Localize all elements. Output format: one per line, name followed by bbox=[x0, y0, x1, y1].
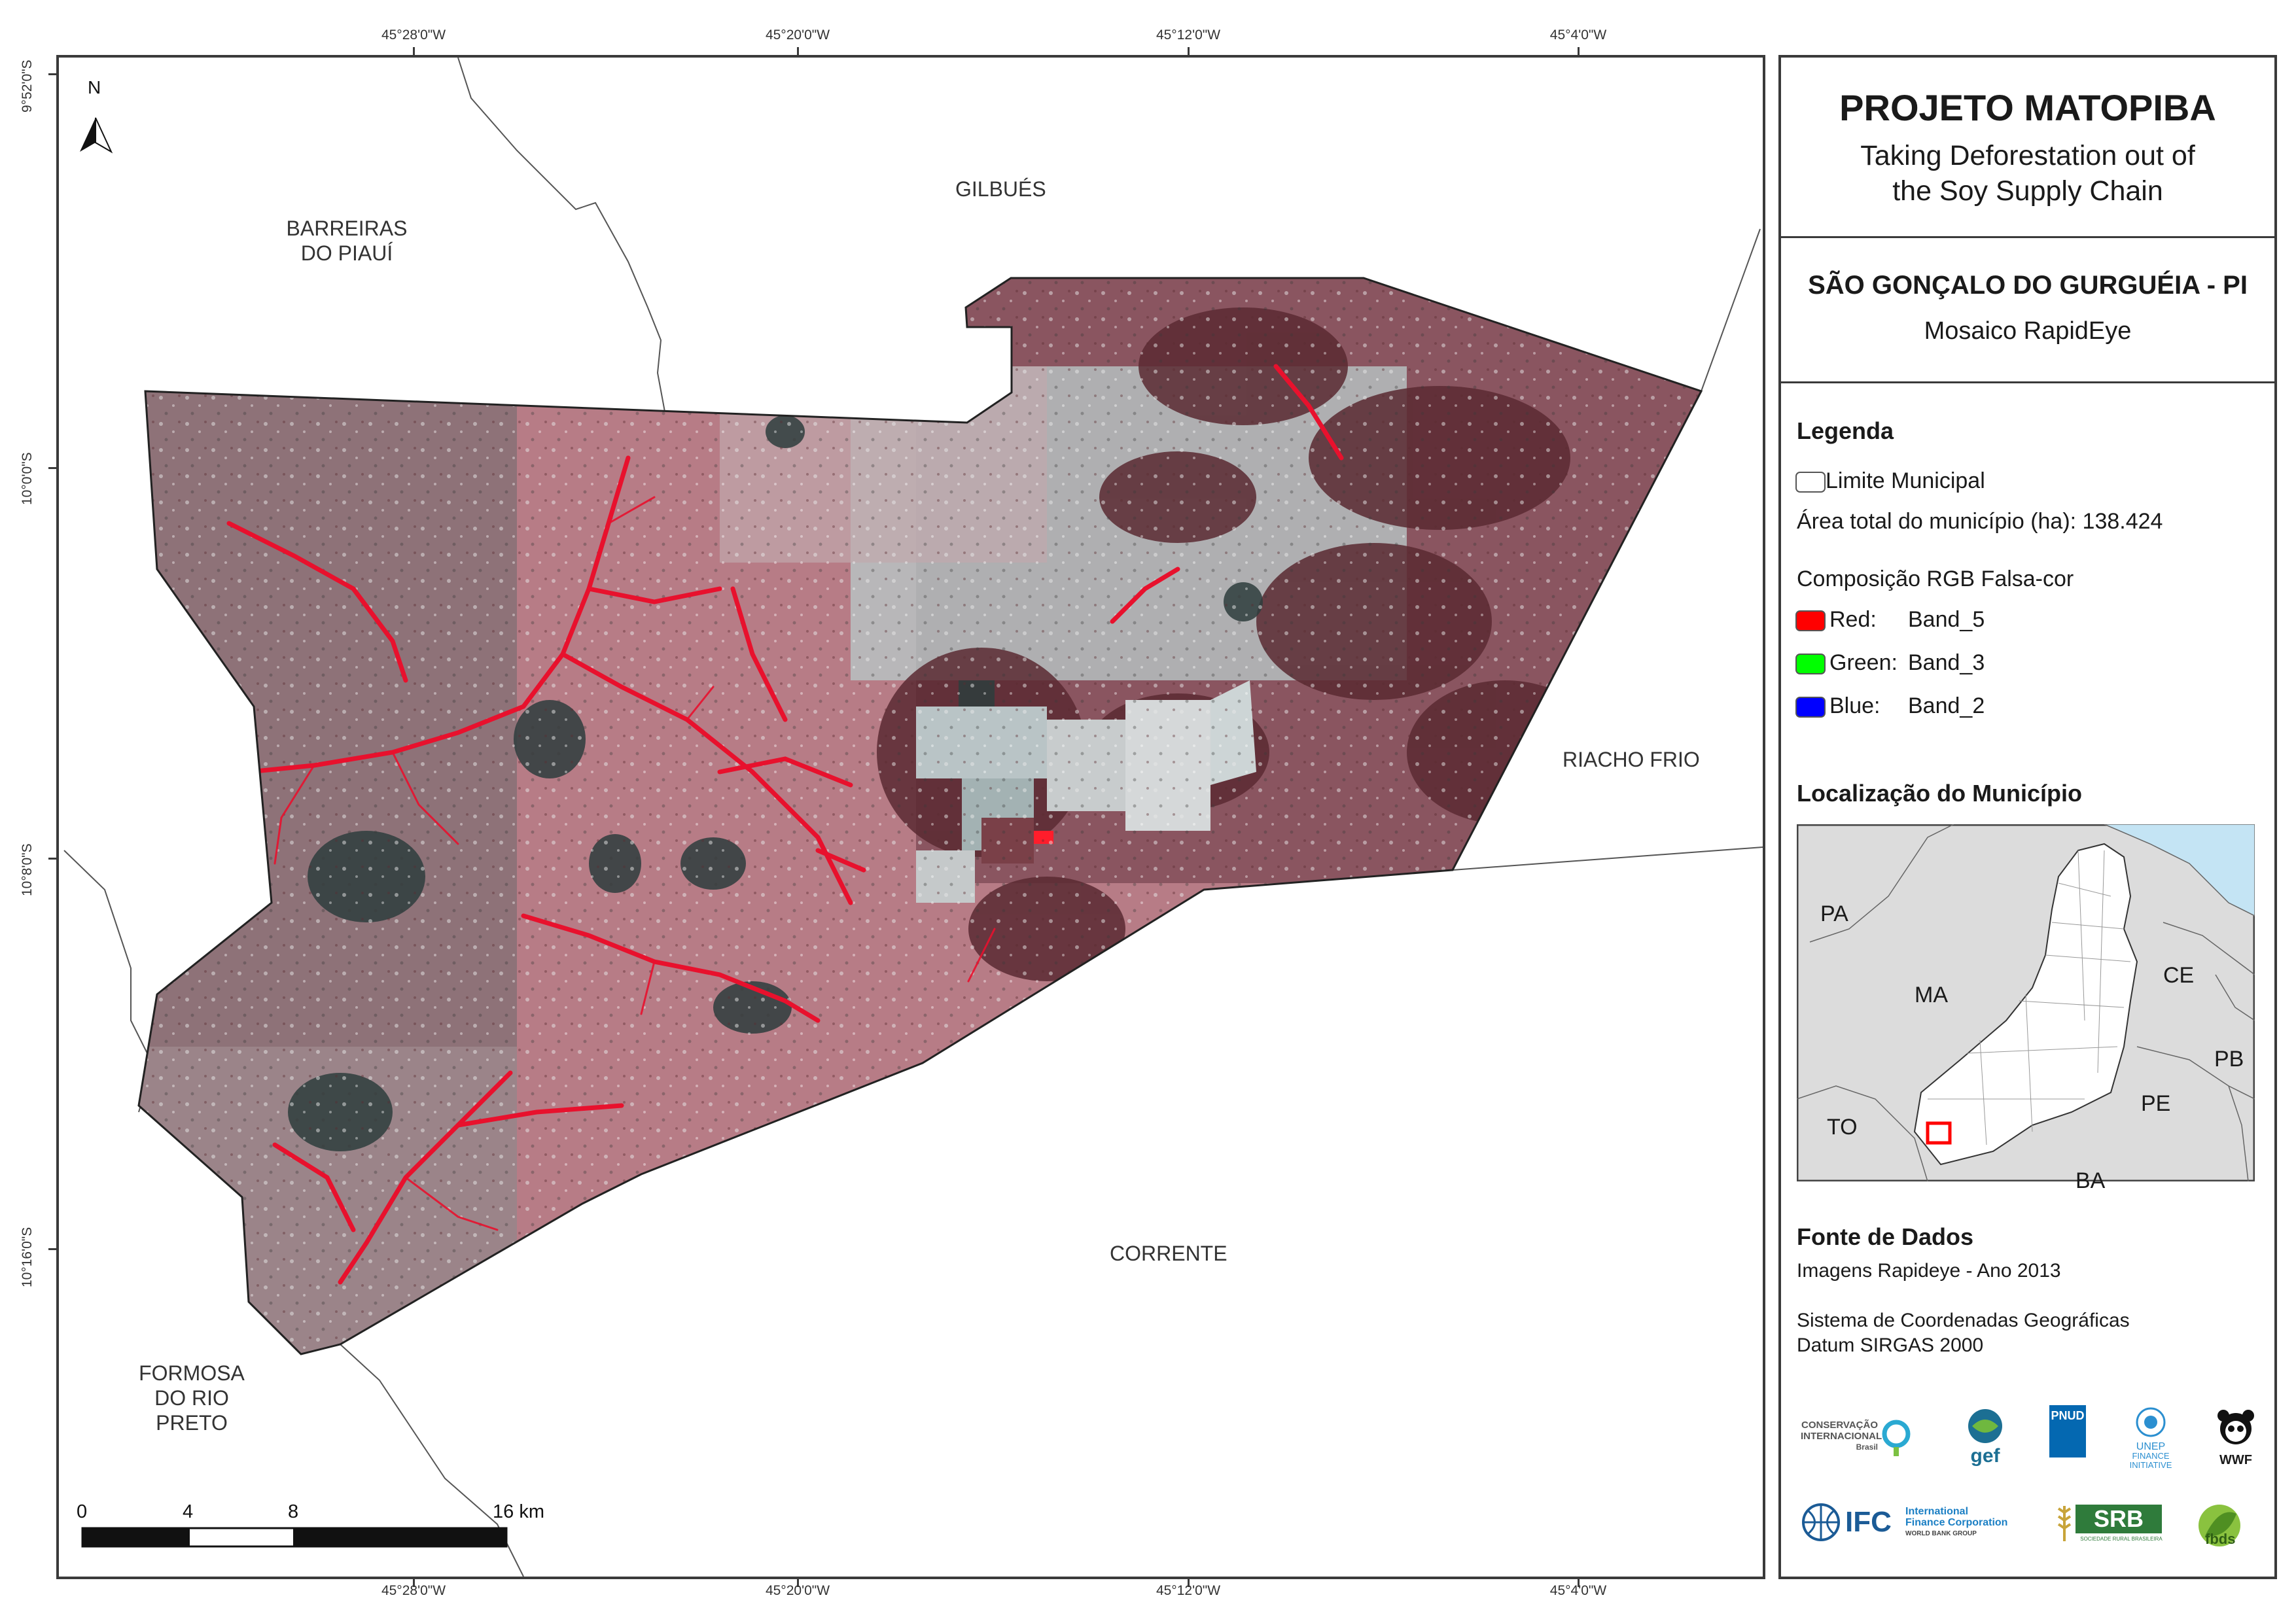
state-label-pa: PA bbox=[1820, 901, 1848, 926]
area-text: Área total do município (ha): 138.424 bbox=[1797, 509, 2163, 534]
unep-icon bbox=[2136, 1407, 2166, 1437]
neighbor-gilbues: GILBUÉS bbox=[955, 177, 1046, 201]
ifc-globe-icon bbox=[1802, 1503, 1840, 1541]
longitude-label: 45°28'0"W bbox=[381, 27, 446, 43]
map-canvas: N 0 4 8 16 km bbox=[63, 58, 1763, 1577]
municipal-boundary bbox=[137, 277, 1703, 1355]
logo-srb: SRB SOCIEDADE RURAL BRASILEIRA bbox=[2056, 1503, 2167, 1549]
longitude-label: 45°4'0"W bbox=[1549, 27, 1607, 43]
fbds-leaf-icon bbox=[2199, 1505, 2240, 1546]
logo-wwf: WWF bbox=[2213, 1406, 2259, 1472]
legend-panel: PROJETO MATOPIBA Taking Deforestation ou… bbox=[1778, 55, 2277, 1579]
logo-pnud: PNUD bbox=[2049, 1405, 2089, 1471]
latitude-label: 10°16'0"S bbox=[20, 1227, 35, 1287]
north-label: N bbox=[88, 77, 101, 97]
longitude-label: 45°12'0"W bbox=[1156, 1583, 1221, 1598]
composition-heading: Composição RGB Falsa-cor bbox=[1797, 567, 2074, 591]
gef-globe-icon bbox=[1968, 1409, 2002, 1443]
boundary-label: Limite Municipal bbox=[1826, 468, 1985, 493]
band-green: Green: Band_3 bbox=[1795, 650, 1985, 676]
state-label-ma: MA bbox=[1915, 983, 1948, 1007]
location-heading: Localização do Município bbox=[1797, 780, 2083, 807]
municipality-title: SÃO GONÇALO DO GURGUÉIA - PI bbox=[1808, 271, 2248, 300]
state-label-to: TO bbox=[1827, 1115, 1858, 1140]
red-swatch bbox=[1795, 610, 1826, 632]
band-red: Red: Band_5 bbox=[1795, 607, 1985, 633]
longitude-label: 45°20'0"W bbox=[765, 27, 830, 43]
scale-label: 4 bbox=[183, 1501, 193, 1522]
scale-bar bbox=[81, 1527, 508, 1548]
latitude-label: 10°8'0"S bbox=[20, 843, 35, 896]
scale-label: 16 km bbox=[493, 1501, 544, 1522]
band-blue: Blue: Band_2 bbox=[1795, 693, 1985, 719]
municipality-block: SÃO GONÇALO DO GURGUÉIA - PI Mosaico Rap… bbox=[1781, 238, 2274, 383]
longitude-label: 45°4'0"W bbox=[1549, 1583, 1607, 1598]
logo-ifc: IFC International Finance Corporation WORL… bbox=[1801, 1502, 2036, 1548]
state-label-pb: PB bbox=[2214, 1047, 2244, 1072]
rapideye-mosaic bbox=[139, 278, 1701, 1354]
neighbor-riacho-frio: RIACHO FRIO bbox=[1563, 748, 1700, 771]
green-swatch bbox=[1795, 654, 1826, 675]
sources-imagery: Imagens Rapideye - Ano 2013 bbox=[1797, 1260, 2061, 1282]
municipality-location-marker bbox=[1926, 1121, 1952, 1145]
logo-fbds: fbds bbox=[2187, 1499, 2259, 1552]
location-inset-map bbox=[1797, 824, 2255, 1181]
legend-heading: Legenda bbox=[1797, 417, 1894, 444]
mosaic-subtitle: Mosaico RapidEye bbox=[1924, 317, 2132, 345]
sources-crs-line1: Sistema de Coordenadas Geográficas bbox=[1797, 1310, 2130, 1331]
state-label-pe: PE bbox=[2141, 1091, 2171, 1116]
logo-unep-fi: UNEP FINANCE INITIATIVE bbox=[2121, 1406, 2180, 1472]
legend-boundary: Limite Municipal bbox=[1795, 468, 1985, 494]
longitude-label: 45°28'0"W bbox=[381, 1583, 446, 1598]
boundary-swatch bbox=[1795, 472, 1826, 493]
project-title: PROJETO MATOPIBA bbox=[1839, 87, 2216, 128]
project-subtitle-line2: the Soy Supply Chain bbox=[1892, 175, 2163, 207]
blue-swatch bbox=[1795, 697, 1826, 718]
piaui-state bbox=[1913, 843, 2138, 1166]
neighbor-formosa: FORMOSA DO RIO PRETO bbox=[139, 1361, 245, 1435]
scale-label: 8 bbox=[288, 1501, 298, 1522]
longitude-label: 45°20'0"W bbox=[765, 1583, 830, 1598]
sources-heading: Fonte de Dados bbox=[1797, 1223, 1974, 1250]
map-frame bbox=[56, 55, 1765, 1579]
wheat-icon bbox=[2057, 1506, 2072, 1541]
neighbor-corrente: CORRENTE bbox=[1110, 1242, 1227, 1265]
logo-conservacao-internacional: CONSERVAÇÃO INTERNACIONAL Brasil bbox=[1801, 1413, 1912, 1465]
title-block: PROJETO MATOPIBA Taking Deforestation ou… bbox=[1781, 58, 2274, 238]
sources-crs-line2: Datum SIRGAS 2000 bbox=[1797, 1335, 1984, 1356]
project-subtitle-line1: Taking Deforestation out of bbox=[1860, 140, 2195, 171]
logo-gef: gef bbox=[1959, 1406, 2011, 1472]
north-arrow-icon bbox=[80, 117, 113, 154]
scale-label: 0 bbox=[77, 1501, 87, 1522]
state-label-ce: CE bbox=[2163, 963, 2195, 988]
latitude-label: 10°0'0"S bbox=[20, 452, 35, 505]
ci-logo-icon bbox=[1882, 1420, 1911, 1456]
state-label-ba: BA bbox=[2075, 1168, 2106, 1193]
panda-icon bbox=[2217, 1410, 2254, 1444]
neighbor-barreiras: BARREIRAS DO PIAUÍ bbox=[286, 217, 408, 265]
longitude-label: 45°12'0"W bbox=[1156, 27, 1221, 43]
latitude-label: 9°52'0"S bbox=[20, 60, 35, 113]
